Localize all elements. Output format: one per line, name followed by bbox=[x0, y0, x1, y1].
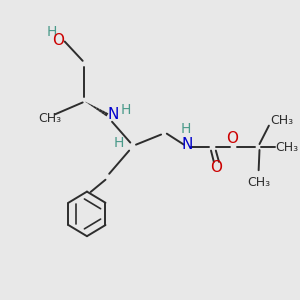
Text: H: H bbox=[120, 103, 130, 117]
Text: CH₃: CH₃ bbox=[38, 112, 61, 125]
Text: O: O bbox=[226, 131, 238, 146]
Text: CH₃: CH₃ bbox=[270, 114, 293, 128]
Text: H: H bbox=[113, 136, 124, 150]
Text: N: N bbox=[107, 107, 119, 122]
Text: CH₃: CH₃ bbox=[276, 140, 299, 154]
Text: H: H bbox=[47, 25, 57, 39]
Text: O: O bbox=[210, 160, 222, 175]
Text: CH₃: CH₃ bbox=[247, 176, 270, 189]
Text: N: N bbox=[181, 136, 193, 152]
Text: O: O bbox=[52, 32, 64, 47]
Text: H: H bbox=[180, 122, 190, 136]
